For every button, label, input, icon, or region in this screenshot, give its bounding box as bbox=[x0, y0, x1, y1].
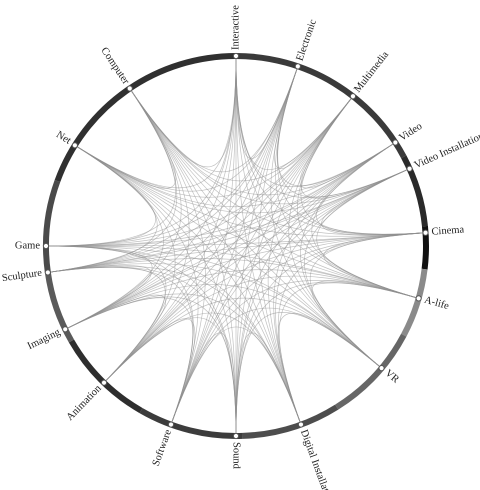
node-label: Video bbox=[397, 121, 424, 144]
link-curve bbox=[129, 88, 426, 236]
link-curve bbox=[74, 145, 382, 369]
node-dot bbox=[422, 229, 429, 236]
node-label: Game bbox=[15, 240, 40, 251]
link-curve bbox=[74, 145, 302, 425]
node-label: Interactive bbox=[230, 5, 241, 50]
node-dot bbox=[100, 379, 108, 386]
ring-segment bbox=[43, 179, 61, 273]
link-curve bbox=[235, 96, 354, 437]
node-dot bbox=[232, 432, 240, 440]
link-curve bbox=[45, 245, 382, 369]
node-label: Digital Installation bbox=[298, 428, 336, 490]
node-dot bbox=[232, 52, 240, 60]
link-curve bbox=[65, 66, 299, 330]
node-label: Cinema bbox=[431, 224, 465, 237]
link-curve bbox=[47, 55, 237, 273]
link-curve bbox=[45, 232, 426, 247]
link-curve bbox=[129, 88, 206, 425]
link-curve bbox=[74, 88, 177, 189]
node-label: Video Installation bbox=[413, 130, 480, 171]
link-curve bbox=[74, 66, 299, 192]
node-dot bbox=[71, 142, 78, 149]
ring-segment bbox=[401, 268, 428, 337]
link-curve bbox=[45, 96, 354, 247]
node-dot bbox=[406, 165, 413, 172]
link-curve bbox=[74, 145, 419, 299]
link-curve bbox=[65, 168, 410, 330]
link-curve bbox=[45, 168, 410, 247]
link-curve bbox=[170, 66, 299, 425]
link-curve bbox=[103, 232, 426, 383]
node-dot bbox=[392, 139, 399, 146]
link-curve bbox=[311, 142, 419, 299]
link-curve bbox=[74, 145, 237, 437]
link-curve bbox=[129, 88, 382, 369]
node-dot bbox=[294, 63, 301, 70]
node-dot bbox=[126, 85, 133, 92]
link-curve bbox=[47, 263, 382, 369]
ring-segment bbox=[242, 404, 339, 439]
node-label: Electronic bbox=[295, 18, 320, 63]
node-dot bbox=[42, 242, 50, 250]
link-curve bbox=[45, 88, 177, 247]
link-curve bbox=[74, 145, 426, 237]
link-curve bbox=[74, 145, 410, 214]
link-curve bbox=[275, 168, 410, 425]
link-curve bbox=[235, 168, 410, 437]
node-label: Animation bbox=[65, 383, 105, 423]
link-curve bbox=[129, 88, 302, 425]
ring-segment bbox=[335, 333, 407, 410]
node-dot bbox=[62, 326, 69, 333]
node-label: A-life bbox=[423, 295, 450, 313]
link-curve bbox=[267, 96, 354, 425]
link-curve bbox=[65, 232, 426, 330]
node-label: Net bbox=[54, 129, 73, 146]
link-curve bbox=[103, 66, 299, 383]
ring-segment bbox=[401, 155, 428, 227]
link-curve bbox=[309, 232, 426, 369]
link-curve bbox=[47, 267, 194, 425]
link-curve bbox=[170, 96, 354, 425]
node-label: VR bbox=[383, 368, 401, 386]
ring-segment bbox=[139, 407, 243, 439]
node-dot bbox=[167, 421, 175, 428]
link-curve bbox=[65, 88, 182, 330]
link-curve bbox=[129, 88, 237, 437]
link-curve bbox=[129, 88, 419, 299]
node-label: Software bbox=[151, 428, 174, 468]
link-curve bbox=[129, 88, 410, 205]
node-label: Computer bbox=[98, 46, 131, 87]
ring-segment bbox=[421, 225, 429, 270]
link-bundle bbox=[45, 55, 426, 437]
link-curve bbox=[323, 232, 426, 299]
link-curve bbox=[270, 66, 382, 369]
link-curve bbox=[279, 282, 419, 425]
link-curve bbox=[235, 55, 419, 299]
ring-segment bbox=[235, 53, 407, 159]
outer-ring bbox=[43, 53, 429, 439]
node-dot bbox=[297, 421, 305, 428]
node-dot bbox=[44, 269, 51, 276]
node-dot bbox=[415, 295, 422, 302]
ring-segment bbox=[44, 272, 75, 343]
node-label: Sound bbox=[231, 442, 242, 470]
link-curve bbox=[170, 55, 237, 425]
link-curve bbox=[129, 66, 299, 173]
link-curve bbox=[235, 332, 302, 437]
link-curve bbox=[45, 245, 153, 330]
node-label: Sculpture bbox=[1, 268, 43, 285]
ring-segment bbox=[54, 53, 237, 183]
ring-segment bbox=[68, 339, 143, 414]
node-label: Imaging bbox=[26, 327, 63, 353]
node-dot bbox=[378, 365, 385, 372]
link-curve bbox=[45, 245, 419, 299]
link-curve bbox=[235, 55, 354, 171]
link-curve bbox=[170, 232, 426, 425]
link-curve bbox=[65, 269, 419, 330]
node-label: Multimedia bbox=[352, 49, 391, 95]
link-curve bbox=[103, 142, 396, 383]
node-dot bbox=[349, 93, 357, 100]
